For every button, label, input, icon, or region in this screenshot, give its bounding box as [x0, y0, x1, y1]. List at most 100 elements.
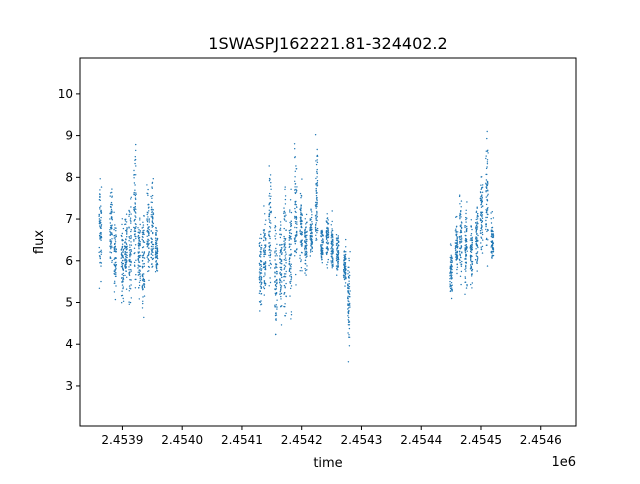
data-point [113, 263, 115, 265]
data-point [348, 286, 351, 288]
data-point [300, 216, 302, 219]
data-point [327, 236, 329, 239]
data-point [285, 214, 287, 216]
data-point [276, 308, 278, 310]
data-point [263, 294, 265, 296]
data-point [288, 243, 291, 245]
data-point [279, 258, 282, 261]
data-point [347, 361, 350, 363]
data-point [290, 278, 292, 281]
data-point [465, 241, 467, 243]
data-point [336, 258, 338, 261]
data-point [295, 251, 297, 254]
data-point [337, 262, 339, 265]
data-point [150, 214, 152, 216]
data-point [326, 230, 328, 232]
data-point [290, 287, 292, 290]
data-point [109, 206, 112, 208]
data-point [276, 271, 278, 273]
data-point [332, 244, 334, 246]
data-point [138, 298, 140, 300]
y-tick-label: 3 [65, 379, 73, 393]
data-point [476, 207, 478, 209]
data-point [284, 186, 286, 188]
data-point [279, 281, 281, 283]
data-point [294, 243, 296, 245]
data-point [479, 219, 482, 222]
data-point [294, 240, 296, 243]
data-point [457, 231, 459, 233]
data-point [120, 248, 123, 251]
data-point [464, 276, 466, 278]
data-point [456, 272, 458, 275]
data-point [260, 265, 263, 267]
data-point [451, 260, 453, 262]
data-point [283, 279, 285, 282]
data-point [456, 244, 459, 246]
data-point [485, 238, 488, 241]
data-point [460, 246, 462, 248]
data-point [130, 206, 132, 208]
data-point [283, 211, 285, 213]
data-point [111, 245, 113, 247]
data-point [295, 235, 297, 238]
data-point [331, 233, 334, 235]
data-point [134, 244, 137, 246]
data-point [475, 226, 477, 228]
data-point [156, 254, 158, 257]
data-point [315, 214, 317, 216]
data-point [133, 206, 135, 209]
data-point [139, 244, 141, 247]
data-point [280, 259, 283, 261]
data-point [347, 291, 350, 293]
data-point [459, 259, 461, 262]
data-point [321, 233, 323, 235]
data-point [343, 256, 345, 259]
data-point [126, 254, 128, 257]
data-point [137, 259, 140, 261]
data-point [316, 155, 319, 157]
data-point [142, 296, 144, 298]
data-point [265, 283, 267, 285]
data-point [98, 214, 101, 216]
data-point [295, 218, 297, 220]
data-point [310, 248, 312, 251]
data-point [264, 244, 266, 246]
data-point [261, 268, 263, 270]
y-tick-label: 6 [65, 254, 73, 268]
data-point [449, 280, 451, 283]
data-point [456, 215, 458, 218]
data-point [486, 230, 488, 233]
data-point [451, 268, 453, 271]
data-point [129, 217, 132, 219]
data-point [465, 267, 467, 269]
data-point [471, 262, 473, 264]
data-point [279, 289, 282, 291]
data-point [477, 212, 479, 215]
data-point [143, 295, 146, 297]
data-point [455, 231, 457, 233]
data-point [99, 256, 101, 258]
data-point [449, 243, 452, 245]
data-point [466, 284, 468, 286]
data-point [263, 248, 265, 250]
data-point [274, 216, 276, 219]
data-point [264, 249, 267, 252]
data-point [316, 161, 319, 163]
data-point [285, 253, 287, 255]
data-point [279, 293, 281, 295]
data-point [100, 225, 102, 227]
data-point [147, 194, 149, 197]
data-point [450, 271, 453, 274]
data-point [280, 273, 283, 275]
data-point [259, 264, 261, 266]
data-point [146, 184, 148, 186]
data-point [490, 212, 492, 214]
data-point [337, 256, 339, 259]
data-point [269, 267, 272, 269]
data-point [110, 240, 113, 242]
data-point [290, 268, 292, 270]
data-point [464, 252, 467, 254]
data-point [299, 257, 301, 259]
data-point [348, 259, 350, 262]
